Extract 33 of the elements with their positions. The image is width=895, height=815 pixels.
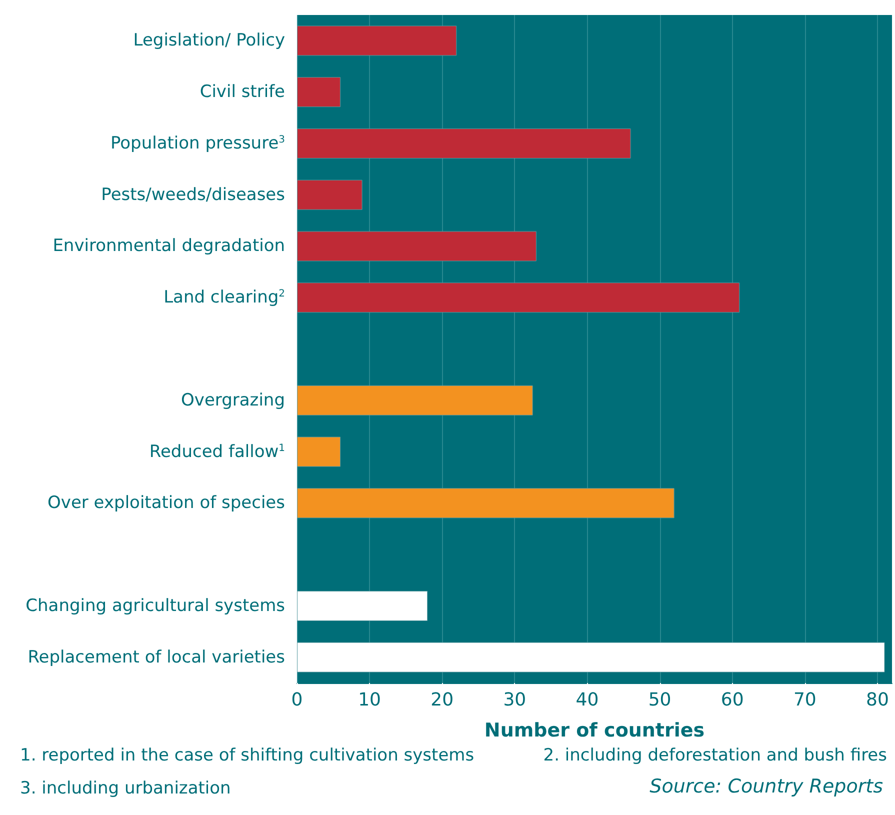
bar	[297, 26, 457, 56]
x-tick-label: 10	[358, 690, 382, 710]
bar	[297, 77, 341, 108]
bar	[297, 231, 536, 262]
y-tick-label: Civil strife	[200, 82, 286, 102]
x-tick-label: 20	[430, 690, 454, 710]
text: 3. including urbanization	[20, 778, 231, 798]
text: 2. including deforestation and bush fires	[543, 746, 888, 766]
x-tick-label: 0	[291, 690, 303, 710]
bar	[297, 128, 631, 158]
x-tick-label: 30	[503, 690, 526, 710]
bar	[297, 642, 885, 672]
bar	[297, 436, 341, 467]
y-tick-label: Legislation/ Policy	[133, 30, 286, 51]
x-tick-label: 40	[576, 690, 599, 710]
y-tick-label: Overgrazing	[181, 390, 286, 410]
y-tick-label: Over exploitation of species	[48, 493, 286, 514]
x-tick-label: 80	[866, 690, 889, 710]
bar	[297, 180, 362, 210]
y-tick-label: Environmental degradation	[52, 236, 286, 256]
bar	[297, 590, 428, 621]
text: 1. reported in the case of shifting cultivation systems	[20, 746, 474, 766]
bar	[297, 385, 533, 416]
x-tick-label: 50	[648, 690, 672, 710]
x-axis-title: Number of countries	[484, 720, 705, 742]
y-tick-label: Replacement of local varieties	[28, 647, 286, 668]
source-note: Source: Country Reports	[650, 776, 884, 798]
y-tick-label: Changing agricultural systems	[26, 596, 286, 616]
x-tick-label: 70	[793, 690, 816, 710]
x-tick-label: 60	[720, 690, 744, 710]
y-tick-label: Pests/weeds/diseases	[101, 184, 286, 205]
bar	[297, 282, 740, 313]
bar	[297, 488, 674, 518]
